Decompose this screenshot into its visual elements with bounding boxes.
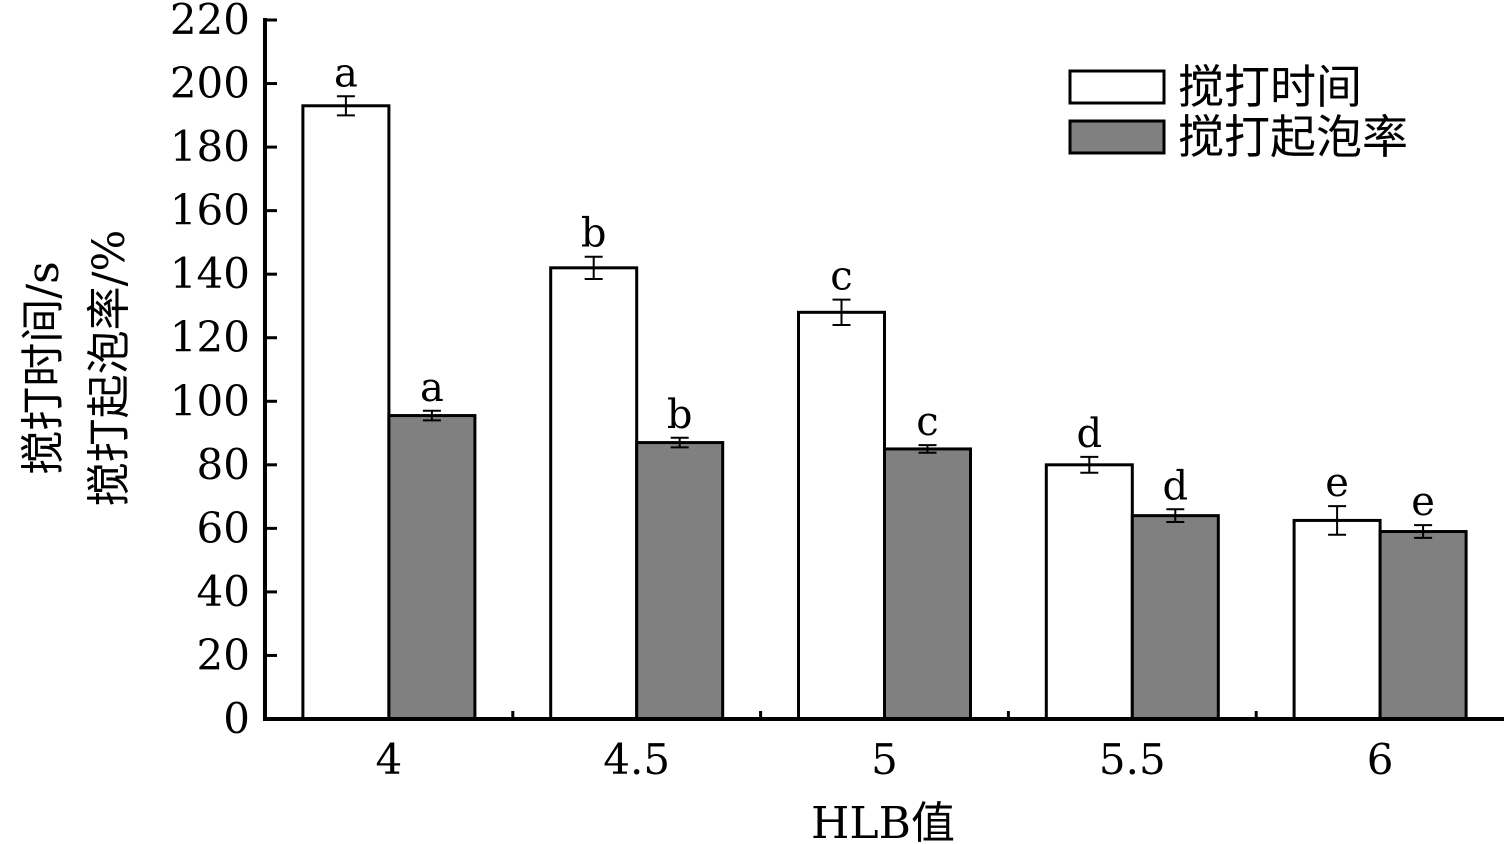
bar-series-1	[1044, 463, 1134, 721]
x-tick-label: 6	[1367, 735, 1394, 784]
error-bar	[670, 436, 689, 449]
legend: 搅打时间 搅打起泡率	[1068, 60, 1408, 164]
significance-letter: a	[334, 50, 358, 96]
significance-letter: a	[420, 365, 444, 411]
y-tick-label: 200	[170, 59, 250, 108]
legend-label-series-2: 搅打起泡率	[1178, 110, 1408, 164]
bar-series-1	[549, 266, 639, 721]
y-tick-label: 40	[197, 567, 250, 616]
y-tick-label: 120	[170, 313, 250, 362]
legend-swatch-series-1	[1068, 69, 1166, 105]
bar-series-2	[635, 441, 725, 721]
significance-letter: c	[916, 399, 938, 445]
y-tick-label: 180	[170, 122, 250, 171]
bar-series-2	[1378, 530, 1468, 721]
y-tick-label: 140	[170, 249, 250, 298]
error-bar	[1080, 455, 1099, 474]
y-axis-title-line-2: 搅打起泡率/%	[84, 230, 135, 507]
x-ticks: 4 4.5 5 5.5 6	[376, 711, 1394, 784]
significance-letter: b	[667, 392, 693, 438]
x-tick-label: 4	[376, 735, 403, 784]
significance-letter: e	[1325, 460, 1349, 506]
legend-label-series-1: 搅打时间	[1178, 60, 1362, 114]
y-tick-label: 80	[197, 440, 250, 489]
y-axis-title-line-1: 搅打时间/s	[18, 261, 69, 474]
significance-letter: e	[1411, 479, 1435, 525]
error-bar	[422, 409, 441, 422]
bar-series-1	[797, 310, 886, 721]
y-tick-label: 220	[170, 0, 250, 44]
bar-series-1	[301, 104, 391, 721]
significance-letter: d	[1076, 411, 1102, 457]
x-tick-label: 5	[871, 735, 898, 784]
x-axis-title: HLB值	[811, 798, 955, 844]
axes	[263, 18, 1504, 721]
error-bar	[336, 95, 355, 117]
error-bar	[1328, 505, 1347, 536]
significance-letter: b	[581, 211, 607, 257]
error-bar	[1414, 524, 1433, 539]
significance-letter: d	[1162, 463, 1188, 509]
y-tick-label: 100	[170, 376, 250, 425]
bar-series-2	[883, 447, 972, 721]
error-bar	[1166, 508, 1185, 524]
y-ticks: 0 20 40 60 80 100 120 140 160 180 200 220	[170, 0, 277, 743]
bar-series-2	[1130, 514, 1220, 721]
bar-series-1	[1292, 518, 1382, 721]
y-tick-label: 60	[197, 503, 250, 552]
y-tick-label: 0	[223, 694, 250, 743]
x-tick-label: 5.5	[1099, 735, 1166, 784]
bars: a a b b c c d d e e	[301, 50, 1468, 721]
x-tick-label: 4.5	[603, 735, 670, 784]
y-tick-label: 160	[170, 186, 250, 235]
significance-letter: c	[830, 254, 852, 300]
legend-swatch-series-2	[1068, 119, 1166, 155]
error-bar	[584, 255, 603, 280]
error-bar	[832, 298, 851, 327]
y-tick-label: 20	[197, 630, 250, 679]
bar-series-2	[387, 414, 477, 721]
error-bar	[918, 444, 937, 454]
